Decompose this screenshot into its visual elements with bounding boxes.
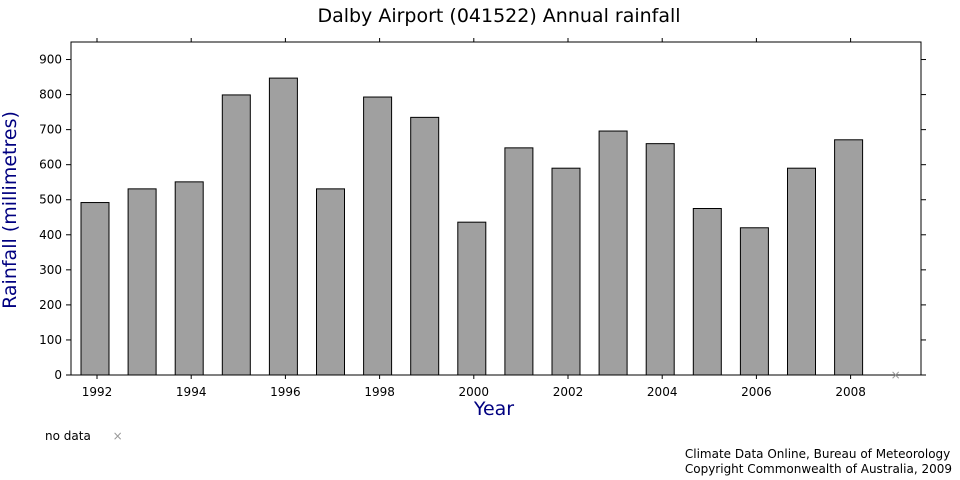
x-tick-label-2004: 2004: [647, 385, 678, 399]
x-tick-label-2000: 2000: [459, 385, 490, 399]
bar-2002: [551, 167, 581, 376]
x-axis-label: Year: [473, 398, 514, 420]
bar-2000: [457, 221, 487, 376]
bar-1994: [174, 181, 204, 376]
x-tick-label-2002: 2002: [553, 385, 584, 399]
x-tick-label-1996: 1996: [270, 385, 301, 399]
chart-title: Dalby Airport (041522) Annual rainfall: [317, 5, 680, 27]
bar-1996: [268, 77, 298, 376]
plot-area: [70, 41, 922, 376]
bar-2006: [739, 227, 769, 376]
bar-2007: [787, 167, 816, 376]
bar-1995: [221, 94, 251, 376]
y-tick-label-500: 500: [39, 193, 62, 207]
x-axis: 1992 1994 1996 1998 2000 2002 2004 2006 2008: [82, 38, 866, 399]
bar-1999: [410, 116, 440, 376]
y-tick-label-0: 0: [54, 368, 62, 382]
y-axis: 0 100 200 300 400 500 600 700 800 900: [39, 53, 926, 382]
y-tick-label-700: 700: [39, 123, 62, 137]
x-tick-label-1994: 1994: [176, 385, 207, 399]
y-axis-label: Rainfall (millimetres): [0, 111, 21, 309]
x-tick-label-2008: 2008: [835, 385, 866, 399]
no-data-marker-icon: ×: [112, 429, 123, 443]
bar-2005: [692, 208, 722, 376]
bar-1998: [363, 96, 393, 376]
legend-no-data-label: no data: [45, 429, 91, 443]
credit-block: Climate Data Online, Bureau of Meteorolo…: [685, 447, 952, 477]
y-tick-label-800: 800: [39, 88, 62, 102]
y-tick-label-600: 600: [39, 158, 62, 172]
bar-2001: [504, 147, 534, 376]
y-tick-label-300: 300: [39, 263, 62, 277]
bar-1997: [316, 188, 345, 376]
credit-line-2: Copyright Commonwealth of Australia, 200…: [684, 462, 952, 476]
bar-2004: [645, 143, 675, 376]
bar-2008: [834, 139, 864, 376]
x-tick-label-1998: 1998: [364, 385, 395, 399]
bar-1992: [80, 202, 110, 376]
y-tick-label-200: 200: [39, 298, 62, 312]
legend: no data ×: [45, 429, 123, 443]
credit-line-1: Climate Data Online, Bureau of Meteorolo…: [684, 447, 951, 461]
y-tick-label-900: 900: [39, 53, 62, 67]
x-tick-label-1992: 1992: [82, 385, 113, 399]
y-tick-label-400: 400: [39, 228, 62, 242]
bar-series: ×: [80, 77, 901, 382]
x-tick-label-2006: 2006: [741, 385, 772, 399]
no-data-marker-2009: ×: [891, 368, 901, 382]
bar-1993: [127, 188, 157, 376]
y-tick-label-100: 100: [39, 333, 62, 347]
bar-2003: [598, 130, 628, 376]
